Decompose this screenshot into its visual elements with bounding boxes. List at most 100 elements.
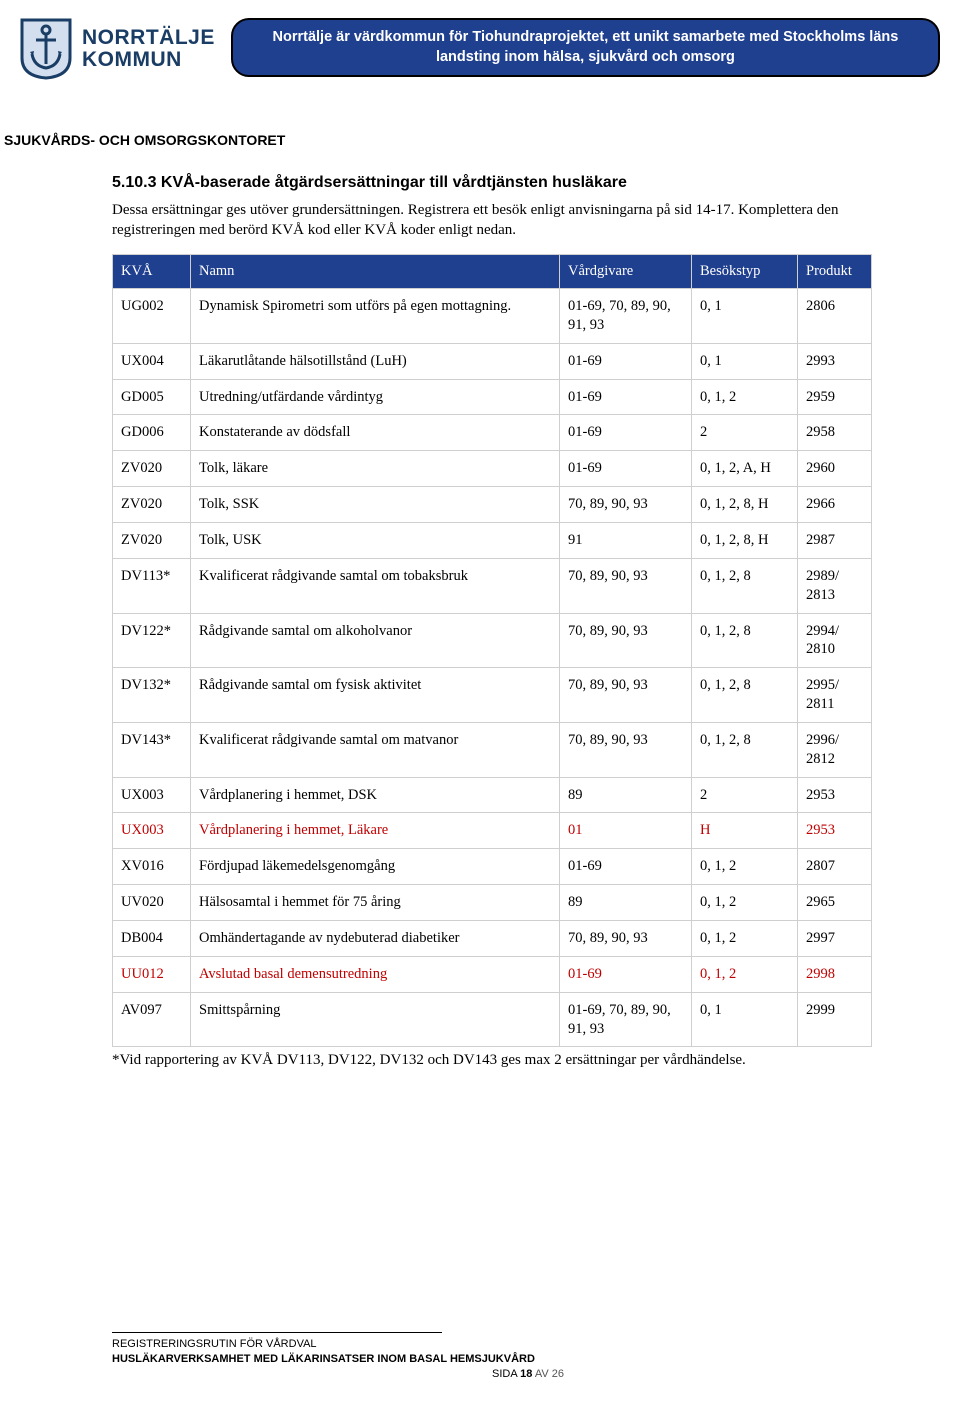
cell-bt: 0, 1 xyxy=(692,992,798,1047)
footer-line2: HUSLÄKARVERKSAMHET MED LÄKARINSATSER INO… xyxy=(112,1352,564,1367)
table-row: DV143*Kvalificerat rådgivande samtal om … xyxy=(113,722,872,777)
cell-bt: 0, 1, 2, A, H xyxy=(692,451,798,487)
cell-vg: 70, 89, 90, 93 xyxy=(560,920,692,956)
cell-namn: Rådgivande samtal om fysisk aktivitet xyxy=(191,668,560,723)
cell-namn: Tolk, USK xyxy=(191,523,560,559)
footer-page-indicator: SIDA 18 AV 26 xyxy=(112,1367,564,1382)
cell-pr: 2996/ 2812 xyxy=(798,722,872,777)
cell-kva: ZV020 xyxy=(113,451,191,487)
col-header-namn: Namn xyxy=(191,255,560,289)
cell-vg: 91 xyxy=(560,523,692,559)
cell-kva: ZV020 xyxy=(113,487,191,523)
col-header-besokstyp: Besökstyp xyxy=(692,255,798,289)
cell-pr: 2997 xyxy=(798,920,872,956)
cell-namn: Smittspårning xyxy=(191,992,560,1047)
cell-bt: 2 xyxy=(692,777,798,813)
cell-pr: 2959 xyxy=(798,379,872,415)
cell-pr: 2807 xyxy=(798,849,872,885)
cell-pr: 2993 xyxy=(798,343,872,379)
cell-kva: UX003 xyxy=(113,777,191,813)
cell-vg: 89 xyxy=(560,885,692,921)
cell-vg: 70, 89, 90, 93 xyxy=(560,487,692,523)
cell-vg: 01-69, 70, 89, 90, 91, 93 xyxy=(560,992,692,1047)
col-header-vardgivare: Vårdgivare xyxy=(560,255,692,289)
cell-bt: 0, 1 xyxy=(692,343,798,379)
cell-bt: 0, 1, 2 xyxy=(692,379,798,415)
cell-bt: 0, 1, 2, 8, H xyxy=(692,523,798,559)
cell-namn: Tolk, SSK xyxy=(191,487,560,523)
cell-bt: 2 xyxy=(692,415,798,451)
cell-vg: 01-69, 70, 89, 90, 91, 93 xyxy=(560,289,692,344)
table-row: DB004Omhändertagande av nydebuterad diab… xyxy=(113,920,872,956)
table-row: UX003Vårdplanering i hemmet, DSK8922953 xyxy=(113,777,872,813)
cell-namn: Kvalificerat rådgivande samtal om matvan… xyxy=(191,722,560,777)
cell-pr: 2999 xyxy=(798,992,872,1047)
cell-kva: DV132* xyxy=(113,668,191,723)
page-header: NORRTÄLJE KOMMUN Norrtälje är värdkommun… xyxy=(0,0,960,80)
table-row: UX003Vårdplanering i hemmet, Läkare01H29… xyxy=(113,813,872,849)
table-row: ZV020Tolk, läkare01-690, 1, 2, A, H2960 xyxy=(113,451,872,487)
col-header-kva: KVÅ xyxy=(113,255,191,289)
cell-namn: Utredning/utfärdande vårdintyg xyxy=(191,379,560,415)
cell-pr: 2989/ 2813 xyxy=(798,558,872,613)
cell-vg: 01-69 xyxy=(560,343,692,379)
cell-pr: 2806 xyxy=(798,289,872,344)
cell-bt: 0, 1, 2, 8 xyxy=(692,558,798,613)
header-banner: Norrtälje är värdkommun för Tiohundrapro… xyxy=(231,18,940,77)
cell-namn: Omhändertagande av nydebuterad diabetike… xyxy=(191,920,560,956)
cell-namn: Konstaterande av dödsfall xyxy=(191,415,560,451)
cell-pr: 2953 xyxy=(798,813,872,849)
anchor-shield-icon xyxy=(20,18,72,80)
cell-bt: 0, 1, 2 xyxy=(692,849,798,885)
cell-kva: ZV020 xyxy=(113,523,191,559)
cell-pr: 2987 xyxy=(798,523,872,559)
cell-bt: H xyxy=(692,813,798,849)
cell-kva: DV113* xyxy=(113,558,191,613)
cell-pr: 2960 xyxy=(798,451,872,487)
cell-bt: 0, 1, 2 xyxy=(692,885,798,921)
cell-bt: 0, 1, 2, 8, H xyxy=(692,487,798,523)
page-total: 26 xyxy=(552,1368,564,1380)
cell-pr: 2965 xyxy=(798,885,872,921)
cell-namn: Vårdplanering i hemmet, DSK xyxy=(191,777,560,813)
cell-kva: XV016 xyxy=(113,849,191,885)
cell-namn: Kvalificerat rådgivande samtal om tobaks… xyxy=(191,558,560,613)
logo-text: NORRTÄLJE KOMMUN xyxy=(82,27,215,71)
cell-vg: 89 xyxy=(560,777,692,813)
col-header-produkt: Produkt xyxy=(798,255,872,289)
cell-namn: Dynamisk Spirometri som utförs på egen m… xyxy=(191,289,560,344)
cell-vg: 70, 89, 90, 93 xyxy=(560,613,692,668)
table-row: DV122*Rådgivande samtal om alkoholvanor7… xyxy=(113,613,872,668)
footer-line1: REGISTRERINGSRUTIN FÖR VÅRDVAL xyxy=(112,1337,564,1352)
cell-kva: UX004 xyxy=(113,343,191,379)
table-row: GD006Konstaterande av dödsfall01-6922958 xyxy=(113,415,872,451)
cell-pr: 2953 xyxy=(798,777,872,813)
cell-kva: UV020 xyxy=(113,885,191,921)
table-footnote: *Vid rapportering av KVÅ DV113, DV122, D… xyxy=(112,1051,872,1071)
cell-namn: Tolk, läkare xyxy=(191,451,560,487)
table-row: ZV020Tolk, SSK70, 89, 90, 930, 1, 2, 8, … xyxy=(113,487,872,523)
cell-bt: 0, 1, 2 xyxy=(692,920,798,956)
cell-kva: DV122* xyxy=(113,613,191,668)
table-row: UG002Dynamisk Spirometri som utförs på e… xyxy=(113,289,872,344)
table-row: UV020Hälsosamtal i hemmet för 75 åring89… xyxy=(113,885,872,921)
cell-namn: Rådgivande samtal om alkoholvanor xyxy=(191,613,560,668)
cell-kva: UG002 xyxy=(113,289,191,344)
cell-kva: DV143* xyxy=(113,722,191,777)
cell-namn: Läkarutlåtande hälsotillstånd (LuH) xyxy=(191,343,560,379)
table-row: AV097Smittspårning01-69, 70, 89, 90, 91,… xyxy=(113,992,872,1047)
cell-vg: 01-69 xyxy=(560,849,692,885)
section-title: 5.10.3 KVÅ-baserade åtgärdsersättningar … xyxy=(112,172,872,194)
logo-line2: KOMMUN xyxy=(82,49,215,71)
cell-kva: UU012 xyxy=(113,956,191,992)
cell-kva: GD005 xyxy=(113,379,191,415)
cell-namn: Hälsosamtal i hemmet för 75 åring xyxy=(191,885,560,921)
page-footer: REGISTRERINGSRUTIN FÖR VÅRDVAL HUSLÄKARV… xyxy=(112,1332,564,1382)
cell-bt: 0, 1, 2, 8 xyxy=(692,722,798,777)
cell-kva: GD006 xyxy=(113,415,191,451)
table-row: GD005Utredning/utfärdande vårdintyg01-69… xyxy=(113,379,872,415)
table-row: UU012Avslutad basal demensutredning01-69… xyxy=(113,956,872,992)
logo-block: NORRTÄLJE KOMMUN xyxy=(20,18,215,80)
cell-bt: 0, 1, 2 xyxy=(692,956,798,992)
cell-kva: DB004 xyxy=(113,920,191,956)
